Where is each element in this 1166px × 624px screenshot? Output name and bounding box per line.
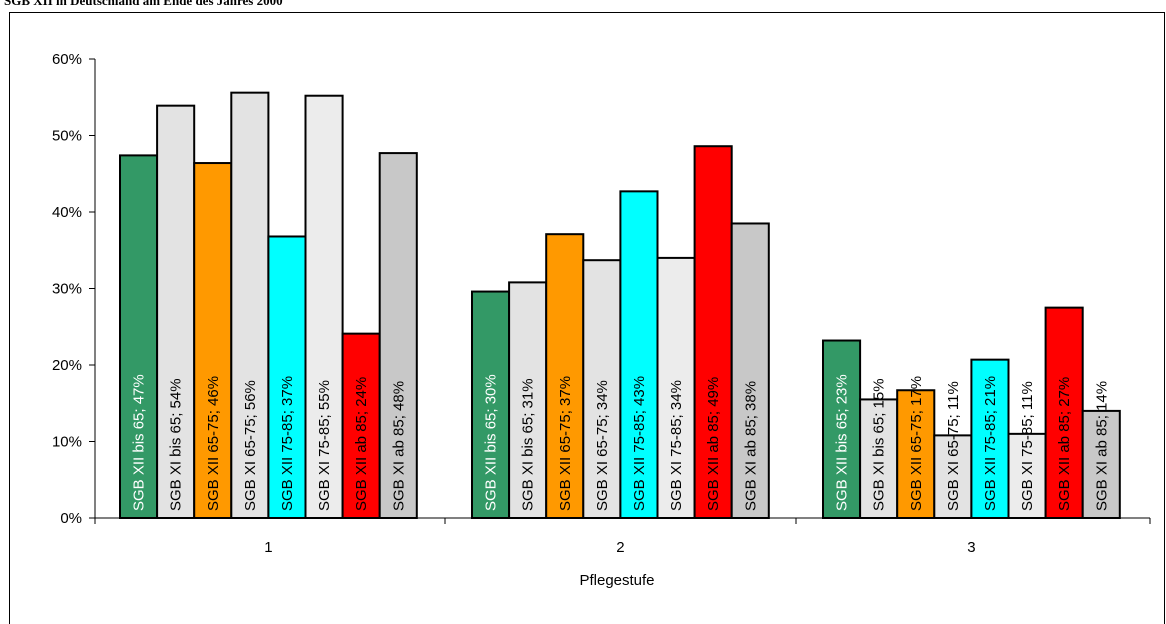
y-tick-label: 0% [60,510,82,527]
bar [859,398,899,519]
bar [230,91,270,519]
bar [1044,306,1084,519]
bar-data-label: SGB XI ab 85; 14% [1093,381,1110,511]
bar-data-label: SGB XI 75-85; 55% [316,380,333,511]
bar [193,162,233,519]
bar [119,154,159,519]
bar [822,339,862,519]
bar-data-label: SGB XII 65-75; 46% [205,376,222,511]
bar-data-label: SGB XII bis 65; 23% [834,374,851,511]
x-axis-label: Pflegestufe [579,572,654,589]
bar-data-label: SGB XII bis 65; 30% [483,374,500,511]
bar [582,259,622,519]
chart-title: SGB XII in Deutschland am Ende des Jahre… [4,0,283,8]
bar-data-label: SGB XI bis 65; 15% [871,378,888,511]
chart-frame [9,12,1165,624]
y-tick-label: 10% [52,434,82,451]
bar [656,256,696,519]
bar [619,190,659,519]
y-tick-label: 60% [52,51,82,68]
bar [1081,409,1121,519]
bar [341,332,381,520]
bar-data-label: SGB XII 75-85; 37% [279,376,296,511]
bar-data-label: SGB XI ab 85; 48% [390,381,407,511]
bar-data-label: SGB XII 75-85; 21% [982,376,999,511]
bar-data-label: SGB XII ab 85; 27% [1056,377,1073,511]
y-tick-label: 20% [52,357,82,374]
bar [896,389,936,519]
x-tick-label: 2 [616,539,624,556]
x-tick-label: 1 [264,539,272,556]
bar-data-label: SGB XII ab 85; 49% [705,377,722,511]
bar-data-label: SGB XI 65-75; 56% [242,380,259,511]
bar-data-label: SGB XII bis 65; 47% [131,374,148,511]
bar-data-label: SGB XI bis 65; 54% [168,378,185,511]
bar [156,104,196,519]
bar-data-label: SGB XI 75-85; 11% [1019,381,1036,511]
bar-data-label: SGB XII 75-85; 43% [631,376,648,511]
bar [471,290,511,519]
x-tick-label: 3 [967,539,975,556]
bar [693,145,733,520]
bar-data-label: SGB XII 65-75; 37% [557,376,574,511]
y-tick-label: 30% [52,281,82,298]
bar [304,94,344,519]
bar [378,152,418,519]
bar-data-label: SGB XII 65-75; 17% [908,376,925,511]
bar-data-label: SGB XI ab 85; 38% [742,381,759,511]
bar [933,434,973,520]
bar-data-label: SGB XI 75-85; 34% [668,380,685,511]
bar-data-label: SGB XI bis 65; 31% [520,378,537,511]
y-tick-label: 40% [52,204,82,221]
y-tick-label: 50% [52,128,82,145]
bar-data-label: SGB XI 65-75; 11% [945,381,962,511]
bar-data-label: SGB XI 65-75; 34% [594,380,611,511]
bar-data-label: SGB XII ab 85; 24% [353,377,370,511]
bar [267,235,307,519]
bar [508,281,548,519]
bar [730,222,770,519]
